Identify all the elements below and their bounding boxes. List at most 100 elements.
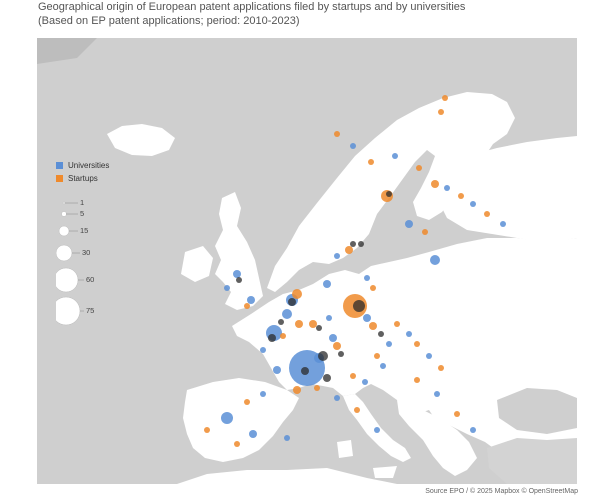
startup-marker[interactable] — [234, 441, 240, 447]
map-legend: Universities Startups 1 5 15 30 60 75 — [56, 161, 136, 331]
startup-marker[interactable] — [369, 322, 377, 330]
startup-marker[interactable] — [293, 386, 301, 394]
startup-marker[interactable] — [416, 165, 422, 171]
size-circle-75 — [56, 296, 81, 326]
overlap-marker[interactable] — [288, 298, 296, 306]
startup-marker[interactable] — [334, 131, 340, 137]
overlap-marker[interactable] — [318, 351, 328, 361]
university-marker[interactable] — [273, 366, 281, 374]
university-marker[interactable] — [470, 427, 476, 433]
university-marker[interactable] — [470, 201, 476, 207]
university-marker[interactable] — [326, 315, 332, 321]
university-marker[interactable] — [323, 280, 331, 288]
size-circle-5 — [61, 211, 67, 217]
university-marker[interactable] — [405, 220, 413, 228]
university-marker[interactable] — [247, 296, 255, 304]
startup-marker[interactable] — [374, 353, 380, 359]
university-marker[interactable] — [224, 285, 230, 291]
university-marker[interactable] — [334, 253, 340, 259]
startup-marker[interactable] — [368, 159, 374, 165]
university-marker[interactable] — [374, 427, 380, 433]
legend-universities: Universities — [56, 161, 109, 170]
university-marker[interactable] — [249, 430, 257, 438]
startup-marker[interactable] — [345, 246, 353, 254]
startup-marker[interactable] — [314, 385, 320, 391]
size-label-15: 15 — [80, 226, 89, 235]
startup-marker[interactable] — [454, 411, 460, 417]
overlap-marker[interactable] — [316, 325, 322, 331]
startup-marker[interactable] — [458, 193, 464, 199]
size-label-1: 1 — [80, 198, 85, 207]
startup-marker[interactable] — [438, 365, 444, 371]
overlap-marker[interactable] — [278, 319, 284, 325]
overlap-marker[interactable] — [268, 334, 276, 342]
startup-marker[interactable] — [244, 303, 250, 309]
startup-marker[interactable] — [295, 320, 303, 328]
university-marker[interactable] — [386, 341, 392, 347]
size-label-60: 60 — [86, 275, 95, 284]
overlap-marker[interactable] — [323, 374, 331, 382]
north-africa — [177, 468, 397, 484]
sicily — [373, 466, 397, 478]
university-marker[interactable] — [350, 143, 356, 149]
startup-marker[interactable] — [204, 427, 210, 433]
universities-swatch — [56, 162, 63, 169]
startup-marker[interactable] — [414, 377, 420, 383]
size-circle-60 — [56, 267, 79, 293]
map-subtitle: (Based on EP patent applications; period… — [38, 15, 300, 27]
university-marker[interactable] — [329, 334, 337, 342]
university-marker[interactable] — [380, 363, 386, 369]
university-marker[interactable] — [362, 379, 368, 385]
overlap-marker[interactable] — [338, 351, 344, 357]
startup-marker[interactable] — [370, 285, 376, 291]
overlap-marker[interactable] — [236, 277, 242, 283]
ireland — [181, 246, 213, 282]
overlap-marker[interactable] — [350, 241, 356, 247]
overlap-marker[interactable] — [353, 300, 365, 312]
university-marker[interactable] — [426, 353, 432, 359]
university-marker[interactable] — [500, 221, 506, 227]
university-marker[interactable] — [334, 395, 340, 401]
sardinia — [337, 440, 353, 458]
startup-marker[interactable] — [244, 399, 250, 405]
university-marker[interactable] — [392, 153, 398, 159]
startup-marker[interactable] — [422, 229, 428, 235]
university-marker[interactable] — [260, 391, 266, 397]
black-sea — [497, 388, 577, 434]
startup-marker[interactable] — [394, 321, 400, 327]
startup-marker[interactable] — [292, 289, 302, 299]
university-marker[interactable] — [284, 435, 290, 441]
startup-marker[interactable] — [442, 95, 448, 101]
overlap-marker[interactable] — [378, 331, 384, 337]
startup-marker[interactable] — [431, 180, 439, 188]
map-canvas[interactable] — [37, 38, 577, 484]
startup-marker[interactable] — [333, 342, 341, 350]
university-marker[interactable] — [363, 314, 371, 322]
great-britain — [215, 192, 263, 310]
university-marker[interactable] — [364, 275, 370, 281]
university-marker[interactable] — [260, 347, 266, 353]
university-marker[interactable] — [434, 391, 440, 397]
startup-marker[interactable] — [484, 211, 490, 217]
startup-marker[interactable] — [309, 320, 317, 328]
university-marker[interactable] — [430, 255, 440, 265]
map-source: Source EPO / © 2025 Mapbox © OpenStreetM… — [425, 488, 578, 495]
size-circle-15 — [58, 225, 70, 237]
map-title: Geographical origin of European patent a… — [38, 1, 466, 13]
university-marker[interactable] — [406, 331, 412, 337]
map-svg — [37, 38, 577, 484]
overlap-marker[interactable] — [358, 241, 364, 247]
size-legend — [56, 201, 84, 326]
startup-marker[interactable] — [350, 373, 356, 379]
startup-marker[interactable] — [280, 333, 286, 339]
university-marker[interactable] — [444, 185, 450, 191]
startups-swatch — [56, 175, 63, 182]
overlap-marker[interactable] — [386, 191, 392, 197]
university-marker[interactable] — [282, 309, 292, 319]
startup-marker[interactable] — [414, 341, 420, 347]
university-marker[interactable] — [233, 270, 241, 278]
startup-marker[interactable] — [354, 407, 360, 413]
university-marker[interactable] — [221, 412, 233, 424]
startup-marker[interactable] — [438, 109, 444, 115]
overlap-marker[interactable] — [301, 367, 309, 375]
